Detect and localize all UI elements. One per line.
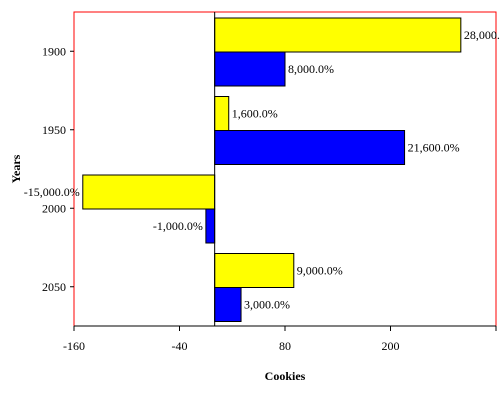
bar-2000-series-2	[205, 208, 216, 244]
x-tick-label: 80	[279, 339, 291, 353]
data-label-1900-series-1: 28,000.0%	[464, 28, 500, 42]
y-tick-label: 1900	[42, 44, 66, 58]
bar-1900-series-1	[214, 17, 462, 53]
data-label-2000-series-1: -15,000.0%	[24, 185, 80, 199]
x-tick-label: -160	[63, 339, 85, 353]
data-label-2000-series-2: -1,000.0%	[153, 219, 203, 233]
x-tick-label: -40	[172, 339, 188, 353]
data-label-1900-series-2: 8,000.0%	[288, 62, 334, 76]
x-axis-title: Cookies	[265, 369, 306, 383]
bar-2050-series-1	[214, 253, 295, 288]
y-axis-title: Years	[9, 154, 23, 183]
bar-1950-series-1	[214, 96, 230, 131]
y-tick-label: 2000	[42, 201, 66, 215]
bar-2000-series-1	[82, 174, 216, 210]
bar-1950-series-2	[214, 130, 406, 165]
y-tick-label: 2050	[42, 280, 66, 294]
x-axis: -160 -40 80 200	[63, 325, 497, 353]
data-label-2050-series-1: 9,000.0%	[297, 264, 343, 278]
data-labels: 28,000.0% 8,000.0% 1,600.0% 21,600.0% -15,00…	[24, 28, 500, 312]
bar-2050-series-2	[214, 287, 242, 322]
bars	[82, 17, 462, 322]
x-tick-label: 200	[382, 339, 400, 353]
data-label-1950-series-2: 21,600.0%	[408, 141, 460, 155]
data-label-2050-series-2: 3,000.0%	[244, 298, 290, 312]
bar-1900-series-2	[214, 51, 286, 87]
y-axis: 1900 1950 2000 2050	[42, 44, 74, 294]
y-tick-label: 1950	[42, 123, 66, 137]
data-label-1950-series-1: 1,600.0%	[232, 107, 278, 121]
